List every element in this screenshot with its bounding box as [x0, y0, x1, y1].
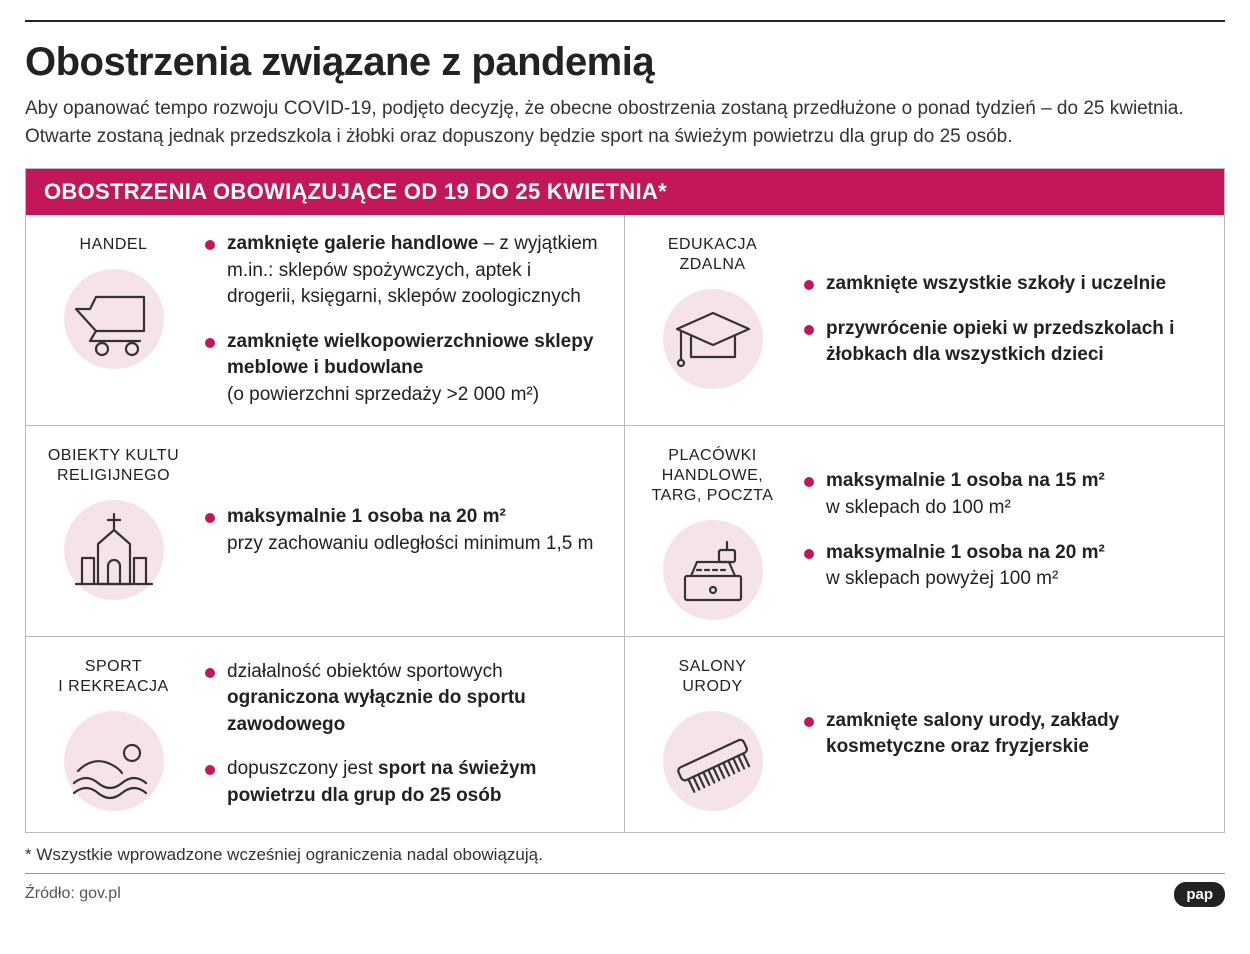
church-icon — [64, 500, 164, 600]
bullet-text: zamknięte salony urody, zakłady kosmetyc… — [826, 708, 1204, 761]
bullet-text: zamknięte wszystkie szkoły i uczelnie — [826, 271, 1166, 298]
bullet-dot-icon — [804, 549, 814, 559]
bullet-item: działalność obiektów sportowych ogranicz… — [205, 659, 604, 739]
comb-icon — [663, 711, 763, 811]
category-column: HANDEL — [26, 231, 201, 409]
bullet-item: maksymalnie 1 osoba na 20 m²w sklepach p… — [804, 540, 1204, 593]
cart-icon — [64, 269, 164, 369]
cash-register-icon — [663, 520, 763, 620]
bullet-dot-icon — [205, 338, 215, 348]
bullet-text: przywrócenie opieki w przedszkolach i żł… — [826, 316, 1204, 369]
bullet-list: maksymalnie 1 osoba na 15 m²w sklepach d… — [800, 442, 1212, 620]
category-label: SPORT I REKREACJA — [34, 657, 193, 697]
bullet-text: zamknięte wielkopowierzchniowe sklepy me… — [227, 329, 604, 409]
swimmer-icon — [64, 711, 164, 811]
footnote: * Wszystkie wprowadzone wcześniej ograni… — [25, 845, 1225, 865]
bullet-text: działalność obiektów sportowych ogranicz… — [227, 659, 604, 739]
bullet-dot-icon — [804, 325, 814, 335]
education-cap-icon — [663, 289, 763, 389]
category-cell-edukacja: EDUKACJA ZDALNA zamknięte wszystkie szko… — [625, 215, 1224, 426]
bullet-item: maksymalnie 1 osoba na 15 m²w sklepach d… — [804, 468, 1204, 521]
bullet-list: maksymalnie 1 osoba na 20 m²przy zachowa… — [201, 442, 612, 620]
category-label: PLACÓWKI HANDLOWE, TARG, POCZTA — [633, 446, 792, 506]
bullet-dot-icon — [804, 717, 814, 727]
bullet-list: działalność obiektów sportowych ogranicz… — [201, 653, 612, 816]
category-column: OBIEKTY KULTU RELIGIJNEGO — [26, 442, 201, 620]
category-label: SALONY URODY — [633, 657, 792, 697]
category-cell-salony: SALONY URODY zamknięte salony urody, zak… — [625, 637, 1224, 832]
bullet-dot-icon — [804, 477, 814, 487]
bullet-text: maksymalnie 1 osoba na 20 m²w sklepach p… — [826, 540, 1105, 593]
bullet-list: zamknięte wszystkie szkoły i uczelnie prz… — [800, 231, 1212, 409]
category-column: PLACÓWKI HANDLOWE, TARG, POCZTA — [625, 442, 800, 620]
category-cell-kult: OBIEKTY KULTU RELIGIJNEGO maksymalnie 1 … — [26, 426, 625, 637]
category-cell-placowki: PLACÓWKI HANDLOWE, TARG, POCZTA maksymal… — [625, 426, 1224, 637]
category-label: HANDEL — [34, 235, 193, 255]
bullet-list: zamknięte salony urody, zakłady kosmetyc… — [800, 653, 1212, 816]
bullet-text: zamknięte galerie handlowe – z wyjątkiem… — [227, 231, 604, 311]
category-column: EDUKACJA ZDALNA — [625, 231, 800, 409]
bullet-dot-icon — [205, 765, 215, 775]
category-cell-sport: SPORT I REKREACJA działalność obiektów s… — [26, 637, 625, 832]
category-grid: HANDEL zamknięte galerie handlowe – z wy… — [26, 215, 1224, 832]
bullet-item: zamknięte wszystkie szkoły i uczelnie — [804, 271, 1204, 298]
panel-header: OBOSTRZENIA OBOWIĄZUJĄCE OD 19 DO 25 KWI… — [26, 169, 1224, 215]
category-label: EDUKACJA ZDALNA — [633, 235, 792, 275]
bullet-item: maksymalnie 1 osoba na 20 m²przy zachowa… — [205, 504, 604, 557]
category-cell-handel: HANDEL zamknięte galerie handlowe – z wy… — [26, 215, 625, 426]
bullet-dot-icon — [804, 280, 814, 290]
bullet-item: zamknięte wielkopowierzchniowe sklepy me… — [205, 329, 604, 409]
source-row: Źródło: gov.pl pap — [25, 873, 1225, 907]
category-column: SALONY URODY — [625, 653, 800, 816]
bullet-item: zamknięte salony urody, zakłady kosmetyc… — [804, 708, 1204, 761]
category-label: OBIEKTY KULTU RELIGIJNEGO — [34, 446, 193, 486]
bullet-dot-icon — [205, 668, 215, 678]
source-label: Źródło: gov.pl — [25, 885, 121, 903]
intro-text: Aby opanować tempo rozwoju COVID-19, pod… — [25, 95, 1205, 150]
restrictions-panel: OBOSTRZENIA OBOWIĄZUJĄCE OD 19 DO 25 KWI… — [25, 168, 1225, 833]
bullet-text: maksymalnie 1 osoba na 20 m²przy zachowa… — [227, 504, 593, 557]
pap-logo: pap — [1174, 882, 1225, 907]
bullet-text: dopuszczony jest sport na świeżym powiet… — [227, 756, 604, 809]
category-column: SPORT I REKREACJA — [26, 653, 201, 816]
top-rule — [25, 20, 1225, 22]
bullet-item: przywrócenie opieki w przedszkolach i żł… — [804, 316, 1204, 369]
page-title: Obostrzenia związane z pandemią — [25, 40, 1225, 85]
bullet-dot-icon — [205, 240, 215, 250]
bullet-item: dopuszczony jest sport na świeżym powiet… — [205, 756, 604, 809]
bullet-text: maksymalnie 1 osoba na 15 m²w sklepach d… — [826, 468, 1105, 521]
bullet-dot-icon — [205, 513, 215, 523]
bullet-item: zamknięte galerie handlowe – z wyjątkiem… — [205, 231, 604, 311]
bullet-list: zamknięte galerie handlowe – z wyjątkiem… — [201, 231, 612, 409]
